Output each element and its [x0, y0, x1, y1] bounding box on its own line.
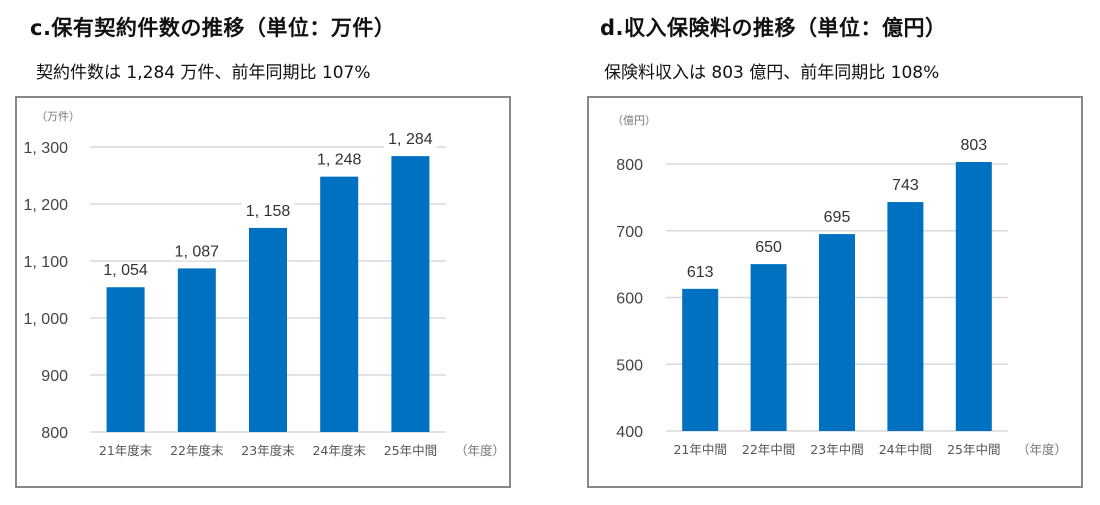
chart-d-data-label: 613: [687, 264, 714, 281]
chart-d-bar: [887, 202, 924, 431]
chart-c-bar: [320, 176, 359, 432]
chart-d-x-unit-label: （年度）: [1017, 442, 1067, 457]
chart-c-data-label: 1, 158: [246, 203, 291, 220]
chart-d-data-label: 803: [960, 137, 987, 154]
data-label-background: [751, 239, 787, 257]
chart-c-y-tick-label: 1, 000: [24, 311, 69, 328]
chart-c-subtitle: 契約件数は 1,284 万件、前年同期比 107%: [36, 63, 371, 83]
chart-c-data-label: 1, 284: [388, 131, 433, 148]
chart-d-y-tick-label: 600: [616, 291, 643, 308]
chart-c-y-tick-label: 800: [41, 425, 68, 442]
chart-c-bar: [106, 287, 145, 432]
chart-d-x-tick-label: 21年中間: [673, 442, 726, 457]
chart-c-y-tick-label: 1, 300: [24, 140, 69, 157]
chart-d-title: d.収入保険料の推移（単位：億円）: [600, 16, 947, 40]
chart-d-y-tick-label: 400: [616, 424, 643, 441]
data-label-background: [956, 136, 992, 154]
chart-c-data-label: 1, 248: [317, 152, 362, 169]
chart-d-bar: [750, 264, 787, 431]
chart-c-y-tick-label: 1, 100: [24, 254, 69, 271]
chart-d-y-tick-label: 500: [616, 357, 643, 374]
chart-d-x-tick-label: 24年中間: [879, 442, 932, 457]
chart-d-x-tick-label: 22年中間: [742, 442, 795, 457]
chart-c-x-tick-label: 23年度末: [241, 443, 295, 458]
chart-d-bar: [819, 234, 855, 431]
chart-d-data-label: 743: [892, 177, 919, 194]
chart-c-title: c.保有契約件数の推移（単位：万件）: [30, 16, 396, 40]
chart-d-x-tick-label: 25年中間: [947, 442, 1000, 457]
chart-c-bar: [177, 268, 216, 432]
chart-c-x-unit-label: （年度）: [455, 443, 505, 458]
data-label-background: [384, 131, 437, 149]
data-label-background: [819, 209, 855, 227]
chart-c-y-tick-label: 900: [41, 368, 68, 385]
data-label-background: [888, 177, 923, 195]
chart-d-data-label: 695: [824, 209, 851, 226]
chart-d-bar: [955, 161, 992, 431]
data-label-background: [682, 263, 718, 281]
chart-c-y-unit-label: （万件）: [36, 110, 80, 123]
chart-d-y-tick-label: 700: [616, 224, 643, 241]
data-label-background: [241, 202, 295, 220]
chart-c-x-tick-label: 22年度末: [170, 443, 224, 458]
chart-d-y-unit-label: （億円）: [612, 114, 656, 127]
chart-d-y-tick-label: 800: [616, 157, 643, 174]
chart-c-x-tick-label: 25年中間: [384, 443, 437, 458]
chart-c-x-tick-label: 24年度末: [312, 443, 366, 458]
chart-d-bar: [682, 288, 719, 431]
chart-d-subtitle: 保険料収入は 803 億円、前年同期比 108%: [604, 63, 940, 83]
chart-c-x-tick-label: 21年度末: [99, 443, 153, 458]
chart-c-bar: [249, 227, 287, 432]
chart-c-data-label: 1, 054: [103, 262, 148, 279]
data-label-background: [170, 243, 224, 261]
data-label-background: [99, 262, 152, 280]
data-label-background: [312, 151, 366, 169]
chart-d-frame: [587, 96, 1083, 488]
chart-c-y-tick-label: 1, 200: [24, 197, 69, 214]
chart-d-x-tick-label: 23年中間: [810, 442, 863, 457]
chart-d-data-label: 650: [755, 239, 782, 256]
chart-c-frame: [15, 96, 511, 488]
chart-c-bar: [391, 156, 430, 432]
chart-c-data-label: 1, 087: [175, 243, 220, 260]
